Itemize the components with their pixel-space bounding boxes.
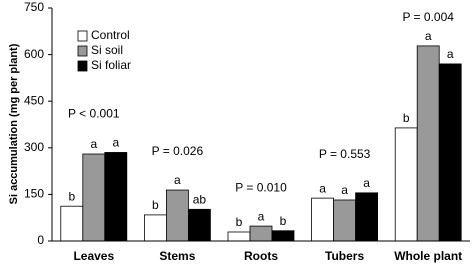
y-tick-label: 600 [24, 47, 44, 61]
y-tick-label: 150 [24, 187, 44, 201]
bar [271, 230, 295, 242]
y-tick-label: 300 [24, 140, 44, 154]
significance-letter: b [403, 111, 410, 125]
bar [249, 225, 273, 242]
significance-letter: a [258, 209, 265, 223]
y-tick-label: 0 [37, 233, 44, 247]
significance-letter: a [363, 176, 370, 190]
bar [416, 45, 440, 242]
bar [394, 127, 418, 242]
significance-letter: b [152, 198, 159, 212]
x-tick-label: Leaves [73, 249, 114, 263]
x-tick-label: Tubers [325, 249, 364, 263]
legend-swatch [77, 60, 88, 72]
p-value: P = 0.026 [152, 144, 204, 158]
x-tick-label: Stems [159, 249, 195, 263]
legend-label: Si soil [91, 43, 123, 57]
y-axis-label: Si accumulation (mg per plant) [8, 43, 20, 204]
legend-label: Control [91, 28, 130, 42]
bar [104, 152, 128, 242]
bar [187, 208, 211, 242]
x-tick-label: Whole plant [394, 249, 462, 263]
legend-swatch [77, 30, 88, 42]
bar [165, 189, 189, 242]
bar [333, 199, 357, 242]
significance-letter: a [112, 136, 119, 150]
bar [227, 231, 251, 242]
y-tick-label: 750 [24, 0, 44, 14]
significance-letter: b [236, 215, 243, 229]
p-value: P = 0.553 [319, 147, 371, 161]
significance-letter: a [425, 29, 432, 43]
bar [355, 192, 379, 242]
legend-label: Si foliar [91, 58, 131, 72]
significance-letter: a [341, 183, 348, 197]
legend-swatch [77, 45, 88, 57]
bar [438, 63, 462, 242]
p-value: P < 0.001 [68, 107, 120, 121]
significance-letter: a [319, 181, 326, 195]
significance-letter: a [174, 173, 181, 187]
bar [60, 205, 84, 242]
p-value: P = 0.004 [402, 10, 454, 24]
y-tick-label: 450 [24, 93, 44, 107]
x-tick-label: Roots [244, 249, 278, 263]
bar [143, 214, 167, 242]
significance-letter: a [90, 137, 97, 151]
significance-letter: b [68, 189, 75, 203]
significance-letter: ab [193, 192, 207, 206]
bar [311, 197, 335, 242]
p-value: P = 0.010 [235, 180, 287, 194]
significance-letter: a [447, 47, 454, 61]
bar [82, 153, 106, 242]
significance-letter: b [280, 214, 287, 228]
